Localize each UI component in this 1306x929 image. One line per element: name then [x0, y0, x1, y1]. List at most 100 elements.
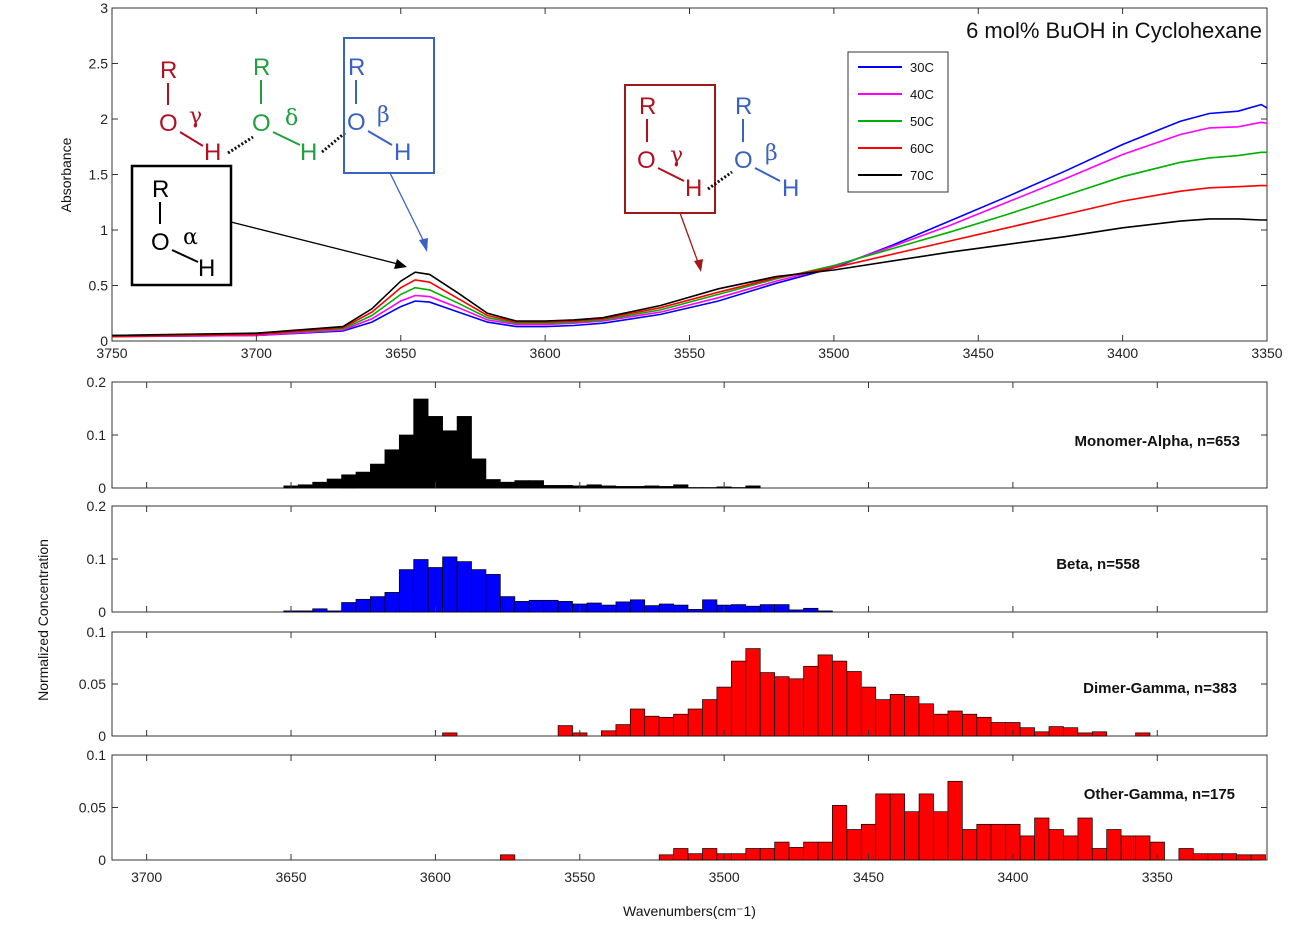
gamma-o2: O — [734, 147, 753, 174]
histogram-bar — [1019, 835, 1035, 861]
x-tick-label: 3600 — [530, 345, 561, 361]
histogram-bar — [860, 686, 877, 737]
histogram-bar — [1135, 732, 1151, 737]
beta-highlight-box — [343, 37, 435, 174]
hbond-1 — [227, 135, 254, 155]
histogram-bar — [644, 485, 660, 489]
histogram-bar — [500, 481, 516, 489]
histogram-bar — [341, 474, 357, 489]
histogram-bar — [644, 605, 660, 613]
histogram-bar — [355, 598, 371, 613]
beta-arrowhead — [419, 238, 428, 252]
histogram-bar — [658, 603, 674, 613]
histogram-bar — [1034, 817, 1050, 861]
histogram-bar — [702, 599, 718, 613]
gamma-o1: O — [637, 147, 656, 174]
absorbance-panel: 3750 3700 3650 3600 3550 3500 3450 3400 3350 0 0.5… — [58, 0, 1283, 361]
histogram-bar — [644, 715, 660, 737]
histogram-bar — [731, 604, 747, 613]
gamma-r1: R — [639, 93, 656, 120]
alpha-h: H — [198, 255, 215, 282]
histogram-bar — [543, 599, 559, 613]
beta-arrow — [389, 172, 428, 249]
histogram-bar — [1120, 835, 1136, 861]
alpha-r: R — [152, 176, 169, 203]
y-tick-label: 0.2 — [87, 498, 107, 514]
histogram-axes-box — [111, 754, 1268, 861]
normalized-concentration-label: Normalized Concentration — [35, 539, 51, 701]
histogram-bar — [442, 732, 458, 737]
histogram-bar — [918, 703, 934, 737]
histogram-bar — [673, 713, 689, 737]
histogram-bar — [990, 722, 1006, 737]
histogram-bar — [832, 805, 848, 861]
histogram-bar — [817, 841, 833, 861]
chain-bond-oh2 — [272, 131, 301, 146]
histogram-bar — [832, 660, 848, 737]
alpha-greek: α — [183, 225, 198, 250]
histogram-bar — [788, 678, 804, 737]
chain-molecule-delta: R O δ H — [252, 54, 347, 166]
histogram-bar — [702, 699, 718, 737]
histogram-bar — [514, 480, 530, 489]
histogram-bar — [875, 793, 891, 861]
y-tick-label: 0.1 — [87, 551, 107, 567]
histogram-label: Other-Gamma, n=175 — [1084, 786, 1235, 803]
histogram-bar — [629, 708, 646, 737]
histogram-bar — [326, 478, 342, 489]
histogram-bar — [485, 574, 501, 613]
histogram-bar — [557, 485, 573, 489]
gamma-arrow — [679, 212, 700, 266]
histogram-bar — [471, 569, 487, 613]
histogram-bar — [427, 416, 443, 489]
chain-greek-beta: β — [377, 103, 390, 128]
hbond-2 — [321, 130, 347, 154]
histogram-bar — [557, 725, 573, 737]
histogram-bar — [788, 847, 804, 861]
x-tick-label: 3650 — [385, 345, 416, 361]
alpha-arrow — [230, 221, 399, 265]
legend-label-50C: 50C — [910, 114, 934, 129]
histogram-bar — [687, 708, 703, 737]
absorbance-lines — [111, 103, 1268, 338]
histogram-bar — [312, 608, 328, 613]
histogram-bar — [528, 480, 544, 489]
chain-o2: O — [252, 110, 271, 137]
histogram-panel-2: 0 0.1 0.2 Beta, n=558 — [87, 498, 1268, 620]
chain-h2: H — [300, 139, 317, 166]
histogram-bar — [803, 607, 819, 613]
histogram-bar — [774, 841, 790, 861]
histogram-bar — [1106, 829, 1122, 861]
histogram-bar — [904, 696, 920, 737]
chain-h3: H — [394, 139, 411, 166]
histogram-bar — [413, 559, 429, 613]
histogram-bar — [1048, 829, 1064, 861]
histogram-bar — [1091, 848, 1108, 861]
y-tick-label: 3 — [100, 0, 108, 16]
legend-label-30C: 30C — [910, 60, 934, 75]
annotations: R O γ H R O δ H R O — [130, 37, 799, 287]
histogram-bar — [485, 479, 501, 489]
histogram-bar — [1135, 835, 1151, 861]
histogram-bar — [1091, 731, 1108, 737]
histogram-bar — [370, 596, 386, 613]
histogram-bar — [731, 487, 747, 489]
histogram-bar — [947, 710, 963, 737]
x-tick-label: 3550 — [674, 345, 705, 361]
alpha-o: O — [151, 229, 170, 256]
histogram-bar — [759, 848, 775, 861]
histogram-bar — [1077, 732, 1093, 737]
histogram-bar — [759, 672, 775, 737]
absorbance-y-label: Absorbance — [58, 137, 74, 212]
histogram-bar — [774, 604, 790, 613]
histogram-bar — [500, 596, 516, 613]
histogram-bar — [658, 854, 674, 861]
alpha-bond-oh — [171, 249, 199, 263]
x-axis-label: Wavenumbers(cm⁻1) — [623, 903, 756, 919]
x-tick-label: 3650 — [275, 869, 306, 885]
y-tick-label: 0.05 — [79, 800, 106, 816]
histogram-panels: 0 0.1 0.2 Monomer-Alpha, n=653 0 0.1 0.2 Beta, … — [79, 374, 1268, 919]
histogram-bar — [629, 599, 646, 613]
histogram-bar — [803, 841, 819, 861]
histogram-bar — [1221, 853, 1237, 861]
